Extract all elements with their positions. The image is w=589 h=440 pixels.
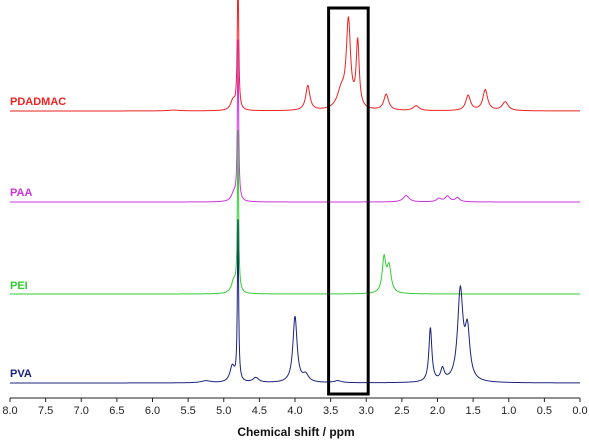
series-line-pdadmac <box>10 0 580 112</box>
highlight-box <box>327 6 370 396</box>
series-line-paa <box>10 39 580 203</box>
x-tick-label: 7.5 <box>38 405 53 417</box>
x-axis-title: Chemical shift / ppm <box>237 425 354 439</box>
series-layer <box>10 0 580 384</box>
x-tick-label: 0.0 <box>572 405 587 417</box>
series-label-paa: PAA <box>10 187 32 199</box>
x-tick-label: 1.5 <box>465 405 480 417</box>
x-tick-label: 4.5 <box>252 405 267 417</box>
x-tick-label: 7.0 <box>74 405 89 417</box>
x-tick-label: 5.0 <box>216 405 231 417</box>
x-axis: 8.0 7.5 7.0 6.5 6.0 5.5 5.0 4.5 4.0 3.5 3.0 2.5 2.0 1… <box>2 397 588 417</box>
series-label-pva: PVA <box>10 368 32 380</box>
x-tick-label: 3.5 <box>323 405 338 417</box>
x-tick-label: 5.5 <box>180 405 195 417</box>
x-tick-label: 6.5 <box>109 405 124 417</box>
series-line-pva <box>10 219 580 384</box>
x-tick-label: 2.0 <box>430 405 445 417</box>
x-tick-label: 1.0 <box>501 405 516 417</box>
x-tick-label: 4.0 <box>287 405 302 417</box>
x-tick-label: 8.0 <box>2 405 17 417</box>
series-line-pei <box>10 130 580 295</box>
series-label-pdadmac: PDADMAC <box>10 96 66 108</box>
x-tick-label: 0.5 <box>537 405 552 417</box>
x-tick-label: 3.0 <box>359 405 374 417</box>
x-tick-label: 6.0 <box>145 405 160 417</box>
x-tick-label: 2.5 <box>394 405 409 417</box>
series-label-pei: PEI <box>10 280 28 292</box>
series-labels: PDADMAC PAA PEI PVA <box>10 96 66 380</box>
